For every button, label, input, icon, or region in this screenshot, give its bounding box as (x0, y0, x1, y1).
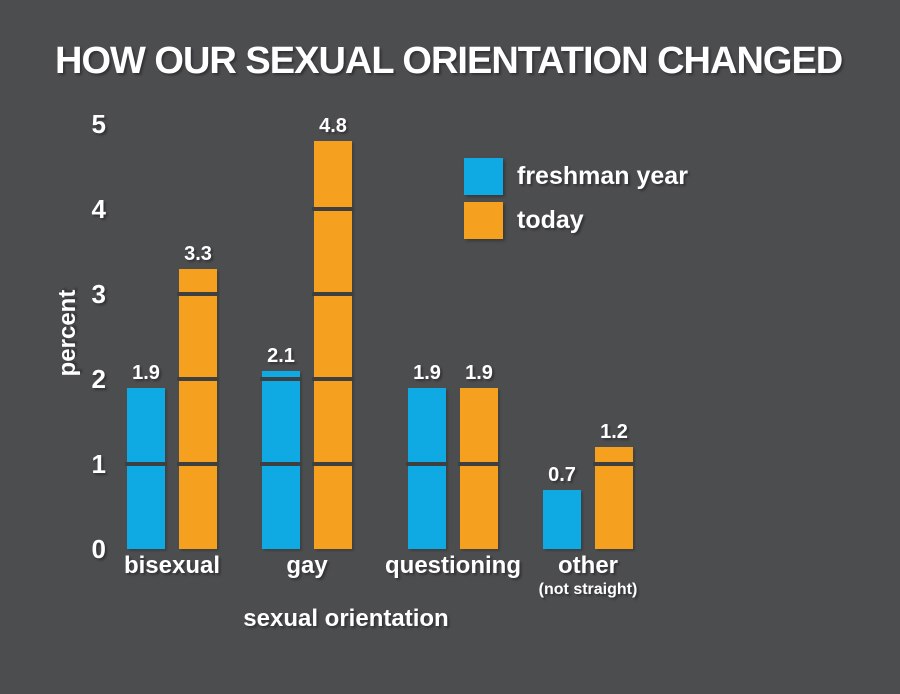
x-category-label-gay: gay (286, 552, 328, 579)
legend-label-freshman-year: freshman year (517, 162, 688, 190)
gridline-segment (260, 377, 302, 381)
bar-today-bisexual (179, 268, 217, 549)
y-tick-label: 3 (91, 279, 106, 309)
bar-today-questioning (460, 387, 498, 549)
legend-label-today: today (517, 206, 584, 234)
gridline-segment (312, 462, 354, 466)
gridline-segment (177, 292, 219, 296)
gridline-segment (125, 462, 167, 466)
bar-freshman-year-bisexual (127, 387, 165, 549)
bar-value-label: 1.2 (600, 421, 628, 443)
x-category-label-questioning: questioning (385, 552, 521, 579)
gridline-segment (458, 462, 500, 466)
bar-value-label: 1.9 (413, 361, 441, 384)
gridline-segment (312, 292, 354, 296)
legend-swatch-freshman-year (464, 158, 503, 195)
gridline-segment (406, 462, 448, 466)
gridline-segment (260, 462, 302, 466)
bar-value-label: 1.9 (132, 361, 160, 384)
bar-value-label: 2.1 (267, 344, 295, 367)
gridline-segment (312, 377, 354, 381)
gridline-segment (312, 207, 354, 211)
y-tick-label: 2 (91, 364, 106, 394)
y-tick-label: 0 (91, 534, 106, 564)
bar-value-label: 1.9 (465, 361, 493, 384)
x-category-label-bisexual: bisexual (123, 552, 221, 579)
bar-value-label: 3.3 (184, 242, 212, 265)
bar-value-label: 4.8 (319, 115, 347, 137)
bar-value-label: 0.7 (548, 463, 576, 486)
bar-freshman-year-questioning (408, 387, 446, 549)
gridline-segment (177, 462, 219, 466)
gridline-segment (593, 462, 635, 466)
gridline-segment (177, 377, 219, 381)
legend-swatch-today (464, 202, 503, 239)
bar-freshman-year-gay (262, 370, 300, 549)
y-tick-label: 4 (91, 194, 106, 224)
x-axis-label: sexual orientation (243, 605, 449, 632)
y-tick-label: 1 (91, 449, 106, 479)
x-category-label-other: other (558, 552, 618, 579)
x-category-sublabel: (not straight) (538, 581, 638, 598)
bar-today-gay (314, 141, 352, 549)
chart-title: HOW OUR SEXUAL ORIENTATION CHANGED (55, 40, 843, 82)
bar-freshman-year-other (543, 489, 581, 549)
y-tick-label: 5 (91, 109, 106, 139)
